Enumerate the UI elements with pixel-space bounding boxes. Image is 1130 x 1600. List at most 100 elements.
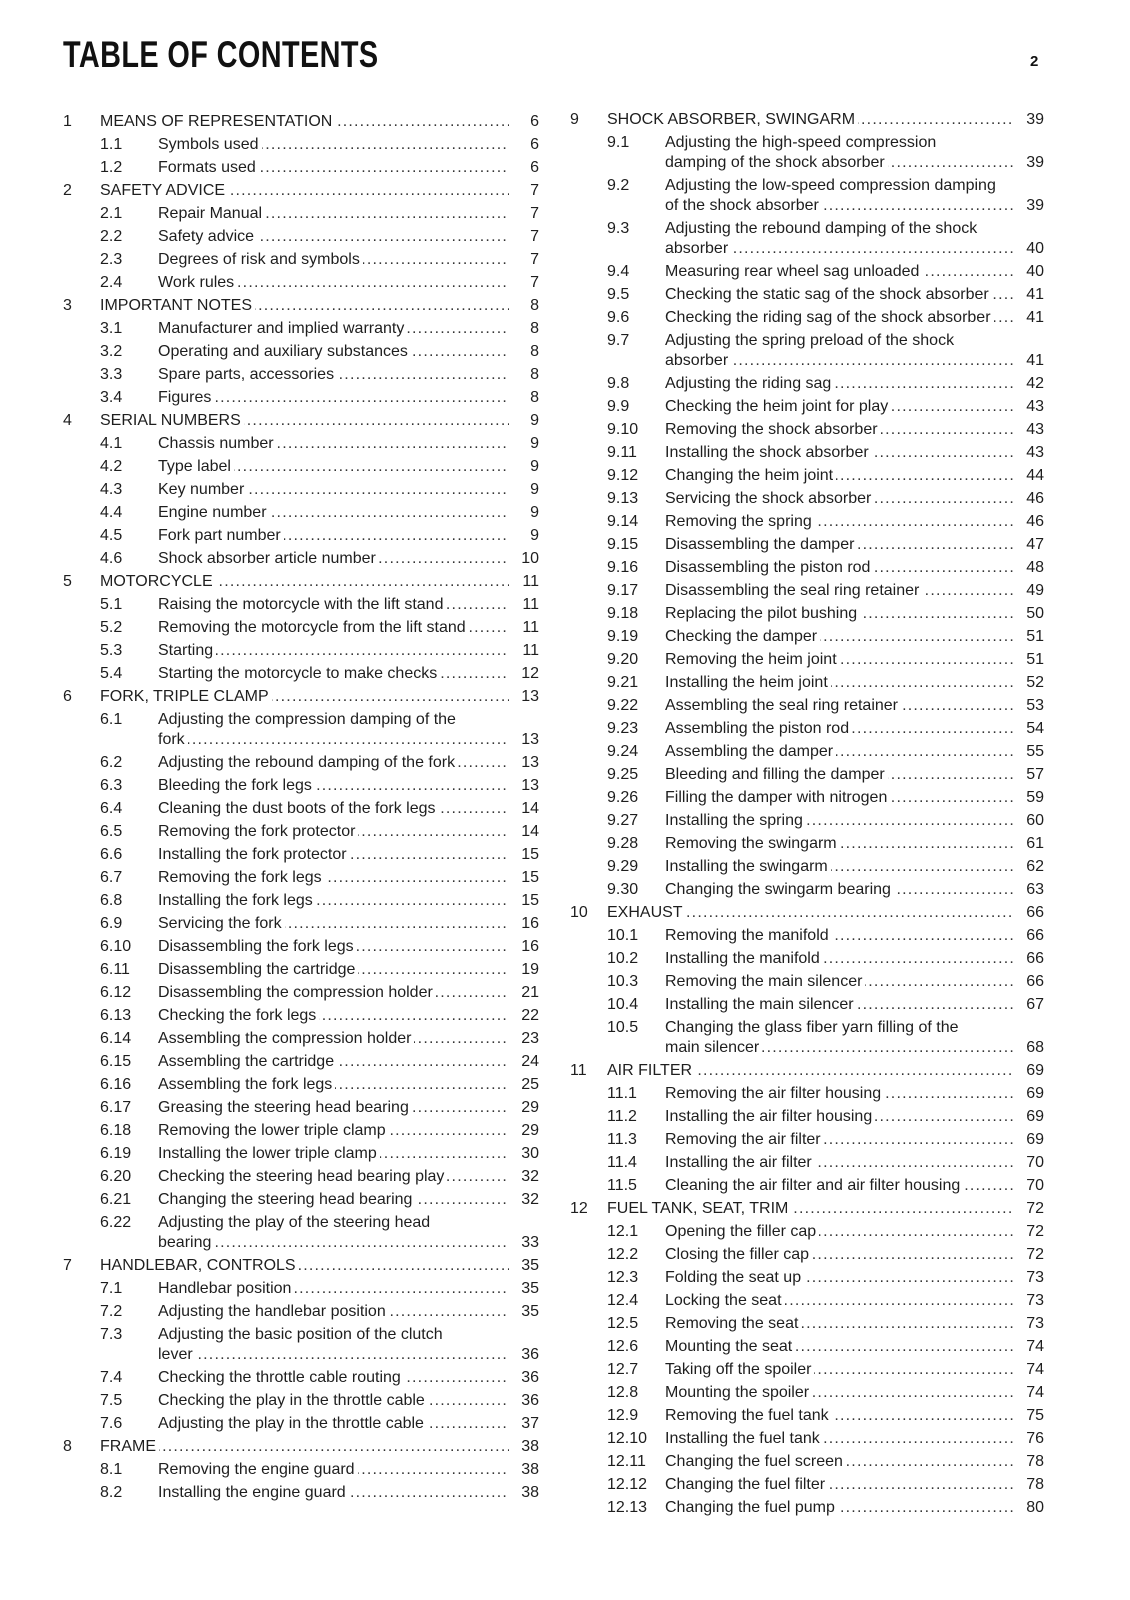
toc-section-entry[interactable]: 11.4 Installing the air filter 70 — [570, 1151, 1044, 1174]
toc-section-entry[interactable]: 12.12 Changing the fuel filter 78 — [570, 1473, 1044, 1496]
toc-section-entry[interactable]: 9.7 Adjusting the spring preload of the s… — [570, 329, 1044, 372]
toc-section-entry[interactable]: 9.12 Changing the heim joint 44 — [570, 464, 1044, 487]
toc-section-entry[interactable]: 11.5 Cleaning the air filter and air filt… — [570, 1174, 1044, 1197]
toc-section-entry[interactable]: 11.1 Removing the air filter housing 69 — [570, 1082, 1044, 1105]
toc-section-entry[interactable]: 12.10 Installing the fuel tank 76 — [570, 1427, 1044, 1450]
toc-section-entry[interactable]: 6.5 Removing the fork protector 14 — [63, 820, 539, 843]
toc-section-entry[interactable]: 12.11 Changing the fuel screen 78 — [570, 1450, 1044, 1473]
toc-section-entry[interactable]: 9.21 Installing the heim joint 52 — [570, 671, 1044, 694]
toc-section-entry[interactable]: 4.1 Chassis number 9 — [63, 432, 539, 455]
toc-section-entry[interactable]: 12.2 Closing the filler cap 72 — [570, 1243, 1044, 1266]
toc-section-entry[interactable]: 9.19 Checking the damper 51 — [570, 625, 1044, 648]
toc-chapter-entry[interactable]: 12 FUEL TANK, SEAT, TRIM 72 — [570, 1197, 1044, 1220]
toc-section-entry[interactable]: 9.1 Adjusting the high-speed compression … — [570, 131, 1044, 174]
toc-section-entry[interactable]: 2.2 Safety advice 7 — [63, 225, 539, 248]
toc-section-entry[interactable]: 6.14 Assembling the compression holder 23 — [63, 1027, 539, 1050]
toc-chapter-entry[interactable]: 9 SHOCK ABSORBER, SWINGARM 39 — [570, 108, 1044, 131]
toc-section-entry[interactable]: 9.22 Assembling the seal ring retainer 53 — [570, 694, 1044, 717]
toc-section-entry[interactable]: 2.3 Degrees of risk and symbols 7 — [63, 248, 539, 271]
toc-section-entry[interactable]: 6.18 Removing the lower triple clamp 29 — [63, 1119, 539, 1142]
toc-section-entry[interactable]: 5.3 Starting 11 — [63, 639, 539, 662]
toc-section-entry[interactable]: 7.5 Checking the play in the throttle cab… — [63, 1389, 539, 1412]
toc-section-entry[interactable]: 9.14 Removing the spring 46 — [570, 510, 1044, 533]
toc-section-entry[interactable]: 7.1 Handlebar position 35 — [63, 1277, 539, 1300]
toc-section-entry[interactable]: 10.2 Installing the manifold 66 — [570, 947, 1044, 970]
toc-section-entry[interactable]: 9.5 Checking the static sag of the shock … — [570, 283, 1044, 306]
toc-section-entry[interactable]: 4.2 Type label 9 — [63, 455, 539, 478]
toc-chapter-entry[interactable]: 6 FORK, TRIPLE CLAMP 13 — [63, 685, 539, 708]
toc-section-entry[interactable]: 6.15 Assembling the cartridge 24 — [63, 1050, 539, 1073]
toc-section-entry[interactable]: 4.4 Engine number 9 — [63, 501, 539, 524]
toc-section-entry[interactable]: 8.1 Removing the engine guard 38 — [63, 1458, 539, 1481]
toc-section-entry[interactable]: 9.24 Assembling the damper 55 — [570, 740, 1044, 763]
toc-section-entry[interactable]: 6.16 Assembling the fork legs 25 — [63, 1073, 539, 1096]
toc-chapter-entry[interactable]: 2 SAFETY ADVICE 7 — [63, 179, 539, 202]
toc-section-entry[interactable]: 9.18 Replacing the pilot bushing 50 — [570, 602, 1044, 625]
toc-chapter-entry[interactable]: 3 IMPORTANT NOTES 8 — [63, 294, 539, 317]
toc-section-entry[interactable]: 9.2 Adjusting the low-speed compression d… — [570, 174, 1044, 217]
toc-chapter-entry[interactable]: 8 FRAME 38 — [63, 1435, 539, 1458]
toc-section-entry[interactable]: 10.1 Removing the manifold 66 — [570, 924, 1044, 947]
toc-section-entry[interactable]: 9.25 Bleeding and filling the damper 57 — [570, 763, 1044, 786]
toc-section-entry[interactable]: 9.3 Adjusting the rebound damping of the … — [570, 217, 1044, 260]
toc-section-entry[interactable]: 12.9 Removing the fuel tank 75 — [570, 1404, 1044, 1427]
toc-section-entry[interactable]: 11.2 Installing the air filter housing 69 — [570, 1105, 1044, 1128]
toc-section-entry[interactable]: 4.3 Key number 9 — [63, 478, 539, 501]
toc-section-entry[interactable]: 6.3 Bleeding the fork legs 13 — [63, 774, 539, 797]
toc-section-entry[interactable]: 12.3 Folding the seat up 73 — [570, 1266, 1044, 1289]
toc-section-entry[interactable]: 6.4 Cleaning the dust boots of the fork l… — [63, 797, 539, 820]
toc-section-entry[interactable]: 12.7 Taking off the spoiler 74 — [570, 1358, 1044, 1381]
toc-section-entry[interactable]: 2.4 Work rules 7 — [63, 271, 539, 294]
toc-chapter-entry[interactable]: 1 MEANS OF REPRESENTATION 6 — [63, 110, 539, 133]
toc-section-entry[interactable]: 8.2 Installing the engine guard 38 — [63, 1481, 539, 1504]
toc-section-entry[interactable]: 9.4 Measuring rear wheel sag unloaded 40 — [570, 260, 1044, 283]
toc-section-entry[interactable]: 6.22 Adjusting the play of the steering h… — [63, 1211, 539, 1254]
toc-section-entry[interactable]: 12.8 Mounting the spoiler 74 — [570, 1381, 1044, 1404]
toc-section-entry[interactable]: 9.16 Disassembling the piston rod 48 — [570, 556, 1044, 579]
toc-section-entry[interactable]: 5.4 Starting the motorcycle to make check… — [63, 662, 539, 685]
toc-section-entry[interactable]: 3.2 Operating and auxiliary substances 8 — [63, 340, 539, 363]
toc-section-entry[interactable]: 9.29 Installing the swingarm 62 — [570, 855, 1044, 878]
toc-section-entry[interactable]: 9.9 Checking the heim joint for play 43 — [570, 395, 1044, 418]
toc-section-entry[interactable]: 1.2 Formats used 6 — [63, 156, 539, 179]
toc-chapter-entry[interactable]: 5 MOTORCYCLE 11 — [63, 570, 539, 593]
toc-section-entry[interactable]: 9.28 Removing the swingarm 61 — [570, 832, 1044, 855]
toc-section-entry[interactable]: 7.6 Adjusting the play in the throttle ca… — [63, 1412, 539, 1435]
toc-chapter-entry[interactable]: 7 HANDLEBAR, CONTROLS 35 — [63, 1254, 539, 1277]
toc-chapter-entry[interactable]: 11 AIR FILTER 69 — [570, 1059, 1044, 1082]
toc-section-entry[interactable]: 10.5 Changing the glass fiber yarn fillin… — [570, 1016, 1044, 1059]
toc-section-entry[interactable]: 9.10 Removing the shock absorber 43 — [570, 418, 1044, 441]
toc-section-entry[interactable]: 9.17 Disassembling the seal ring retainer… — [570, 579, 1044, 602]
toc-section-entry[interactable]: 6.13 Checking the fork legs 22 — [63, 1004, 539, 1027]
toc-section-entry[interactable]: 7.4 Checking the throttle cable routing 36 — [63, 1366, 539, 1389]
toc-section-entry[interactable]: 10.3 Removing the main silencer 66 — [570, 970, 1044, 993]
toc-section-entry[interactable]: 9.6 Checking the riding sag of the shock … — [570, 306, 1044, 329]
toc-section-entry[interactable]: 9.26 Filling the damper with nitrogen 59 — [570, 786, 1044, 809]
toc-section-entry[interactable]: 9.13 Servicing the shock absorber 46 — [570, 487, 1044, 510]
toc-section-entry[interactable]: 7.2 Adjusting the handlebar position 35 — [63, 1300, 539, 1323]
toc-section-entry[interactable]: 9.11 Installing the shock absorber 43 — [570, 441, 1044, 464]
toc-section-entry[interactable]: 7.3 Adjusting the basic position of the c… — [63, 1323, 539, 1366]
toc-chapter-entry[interactable]: 10 EXHAUST 66 — [570, 901, 1044, 924]
toc-section-entry[interactable]: 6.7 Removing the fork legs 15 — [63, 866, 539, 889]
toc-section-entry[interactable]: 5.2 Removing the motorcycle from the lift… — [63, 616, 539, 639]
toc-section-entry[interactable]: 6.8 Installing the fork legs 15 — [63, 889, 539, 912]
toc-section-entry[interactable]: 12.5 Removing the seat 73 — [570, 1312, 1044, 1335]
toc-section-entry[interactable]: 6.21 Changing the steering head bearing 32 — [63, 1188, 539, 1211]
toc-section-entry[interactable]: 3.3 Spare parts, accessories 8 — [63, 363, 539, 386]
toc-section-entry[interactable]: 6.20 Checking the steering head bearing p… — [63, 1165, 539, 1188]
toc-section-entry[interactable]: 6.11 Disassembling the cartridge 19 — [63, 958, 539, 981]
toc-section-entry[interactable]: 2.1 Repair Manual 7 — [63, 202, 539, 225]
toc-section-entry[interactable]: 3.4 Figures 8 — [63, 386, 539, 409]
toc-section-entry[interactable]: 9.23 Assembling the piston rod 54 — [570, 717, 1044, 740]
toc-section-entry[interactable]: 9.8 Adjusting the riding sag 42 — [570, 372, 1044, 395]
toc-section-entry[interactable]: 6.6 Installing the fork protector 15 — [63, 843, 539, 866]
toc-section-entry[interactable]: 6.9 Servicing the fork 16 — [63, 912, 539, 935]
toc-section-entry[interactable]: 12.1 Opening the filler cap 72 — [570, 1220, 1044, 1243]
toc-section-entry[interactable]: 12.13 Changing the fuel pump 80 — [570, 1496, 1044, 1519]
toc-section-entry[interactable]: 9.15 Disassembling the damper 47 — [570, 533, 1044, 556]
toc-section-entry[interactable]: 4.6 Shock absorber article number 10 — [63, 547, 539, 570]
toc-section-entry[interactable]: 12.4 Locking the seat 73 — [570, 1289, 1044, 1312]
toc-section-entry[interactable]: 1.1 Symbols used 6 — [63, 133, 539, 156]
toc-section-entry[interactable]: 6.19 Installing the lower triple clamp 30 — [63, 1142, 539, 1165]
